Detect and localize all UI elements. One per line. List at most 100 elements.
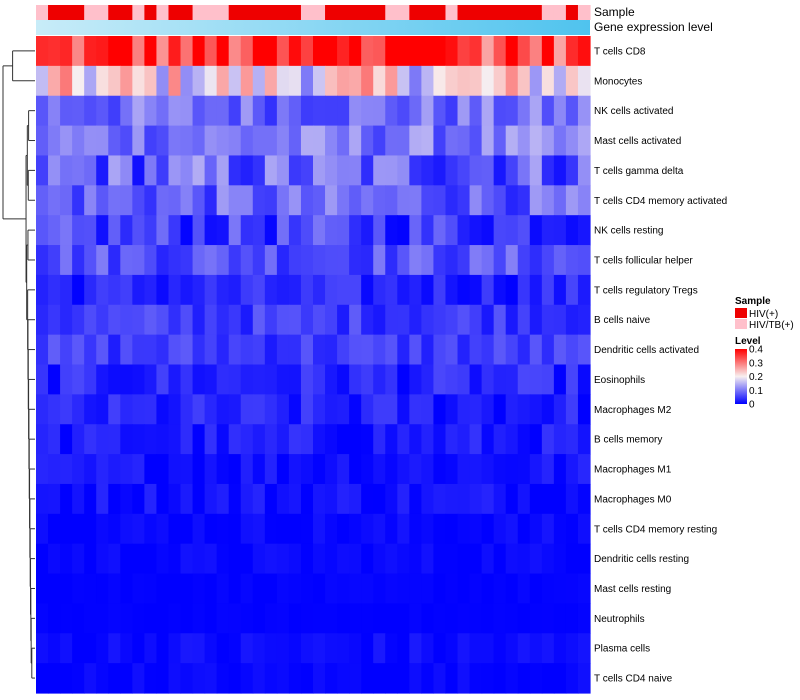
heatmap-cell [252, 513, 266, 545]
heatmap-cell [60, 125, 73, 157]
heatmap-cell [337, 513, 350, 545]
sample-annotation-cell [565, 5, 579, 20]
heatmap-cell [361, 245, 374, 276]
heatmap-cell [481, 603, 495, 634]
heatmap-cell [433, 394, 447, 425]
heatmap-cell [433, 95, 447, 127]
heatmap-cell [337, 215, 350, 246]
heatmap-cell [493, 364, 507, 395]
heatmap-cell [264, 95, 278, 127]
heatmap-cell [457, 603, 471, 634]
heatmap-cell [96, 36, 109, 67]
heatmap-cell [481, 454, 495, 485]
heatmap-cell [228, 454, 242, 485]
heatmap-cell [132, 215, 145, 246]
heatmap-cell [565, 573, 579, 605]
heatmap-cell [228, 185, 242, 216]
heatmap-cell [493, 36, 507, 67]
heatmap-cell [192, 245, 206, 276]
heatmap-cell [180, 663, 194, 694]
heatmap-cell [505, 394, 519, 425]
heatmap-cell [264, 334, 278, 366]
heatmap-cell [541, 573, 555, 605]
heatmap-cell [505, 364, 519, 395]
heatmap-cell [36, 65, 49, 97]
heatmap-cell [132, 394, 145, 425]
heatmap-cell [409, 663, 422, 694]
heatmap-cell [276, 513, 290, 545]
heatmap-cell [553, 573, 567, 605]
heatmap-cell [60, 334, 73, 366]
heatmap-cell [192, 364, 206, 395]
heatmap-cell [72, 573, 85, 605]
heatmap-cell [361, 543, 374, 575]
heatmap-cell [96, 245, 109, 276]
heatmap-cell [433, 125, 447, 157]
heatmap-cell [397, 185, 410, 216]
heatmap-cell [385, 364, 398, 395]
heatmap-cell [385, 633, 398, 664]
heatmap-cell [493, 155, 507, 186]
heatmap-cell [276, 215, 290, 246]
heatmap-cell [264, 603, 278, 634]
heatmap-cell [264, 454, 278, 485]
row-label: Macrophages M0 [594, 494, 672, 505]
heatmap-cell [228, 304, 242, 336]
heatmap-cell [373, 36, 386, 67]
heatmap-cell [168, 513, 182, 545]
heatmap-cell [529, 633, 543, 664]
heatmap-cell [577, 633, 591, 664]
heatmap-cell [276, 424, 290, 455]
heatmap-cell [204, 603, 218, 634]
heatmap-cell [132, 334, 145, 366]
row-label: Mast cells resting [594, 584, 671, 595]
heatmap-cell [517, 454, 531, 485]
sample-annotation-cell [517, 5, 531, 20]
heatmap-cell [192, 573, 206, 605]
heatmap-cell [156, 483, 170, 515]
heatmap-cell [385, 274, 398, 306]
heatmap-cell [156, 513, 170, 545]
heatmap-cell [577, 394, 591, 425]
heatmap-cell [264, 36, 278, 67]
heatmap-cell [300, 424, 314, 455]
heatmap-cell [204, 334, 218, 366]
heatmap-cell [180, 274, 194, 306]
heatmap-cell [409, 483, 422, 515]
heatmap-cell [48, 185, 61, 216]
heatmap-cell [565, 394, 579, 425]
heatmap-cell [60, 483, 73, 515]
heatmap-cell [577, 95, 591, 127]
heatmap-cell [373, 633, 386, 664]
heatmap-cell [48, 125, 61, 157]
heatmap-cell [120, 245, 133, 276]
heatmap-cells [36, 36, 591, 694]
heatmap-cell [252, 215, 266, 246]
heatmap-cell [337, 424, 350, 455]
heatmap-cell [337, 364, 350, 395]
heatmap-cell [577, 245, 591, 276]
heatmap-cell [288, 215, 302, 246]
heatmap-cell [132, 155, 145, 186]
heatmap-cell [373, 603, 386, 634]
heatmap-cell [517, 185, 531, 216]
heatmap-cell [385, 663, 398, 694]
heatmap-cell [96, 573, 109, 605]
heatmap-cell [397, 633, 410, 664]
heatmap-cell [288, 603, 302, 634]
heatmap-cell [108, 663, 121, 694]
heatmap-cell [96, 334, 109, 366]
heatmap-cell [204, 65, 218, 97]
heatmap-cell [337, 454, 350, 485]
heatmap-cell [96, 513, 109, 545]
heatmap-cell [48, 36, 61, 67]
heatmap-cell [385, 483, 398, 515]
heatmap-cell [144, 274, 158, 306]
heatmap-cell [565, 483, 579, 515]
heatmap-cell [240, 215, 254, 246]
heatmap-cell [577, 274, 591, 306]
heatmap-cell [240, 394, 254, 425]
heatmap-cell [349, 304, 362, 336]
legend-level-title: Level [735, 336, 761, 347]
heatmap-cell [457, 155, 471, 186]
